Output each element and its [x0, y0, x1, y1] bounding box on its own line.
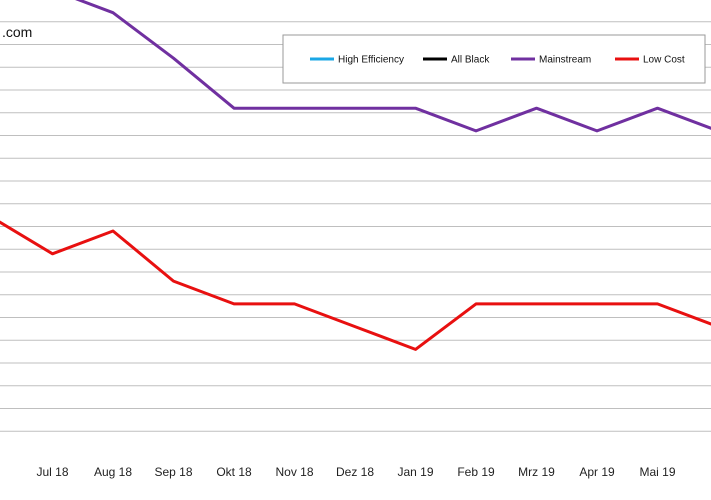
x-tick-label: Sep 18 — [154, 465, 192, 479]
legend-label: High Efficiency — [338, 55, 404, 66]
x-tick-label: Jan 19 — [397, 465, 433, 479]
series-line-2 — [75, 0, 711, 133]
x-tick-label: Feb 19 — [457, 465, 495, 479]
x-tick-label: Okt 18 — [216, 465, 252, 479]
x-tick-label: Mrz 19 — [518, 465, 555, 479]
legend-label: Mainstream — [539, 55, 591, 66]
x-tick-label: Jul 18 — [36, 465, 68, 479]
x-tick-label: Apr 19 — [579, 465, 615, 479]
x-tick-label: Dez 18 — [336, 465, 374, 479]
series-lines — [0, 0, 711, 351]
legend: High Efficiency All Black Mainstream Low Co… — [282, 34, 706, 84]
watermark-text: .com — [2, 24, 32, 40]
legend-label: Low Cost — [643, 55, 685, 66]
x-tick-label: Nov 18 — [275, 465, 313, 479]
legend-label: All Black — [451, 55, 490, 66]
series-line-3 — [0, 220, 711, 351]
x-tick-label: Mai 19 — [639, 465, 675, 479]
x-tick-label: Aug 18 — [94, 465, 132, 479]
